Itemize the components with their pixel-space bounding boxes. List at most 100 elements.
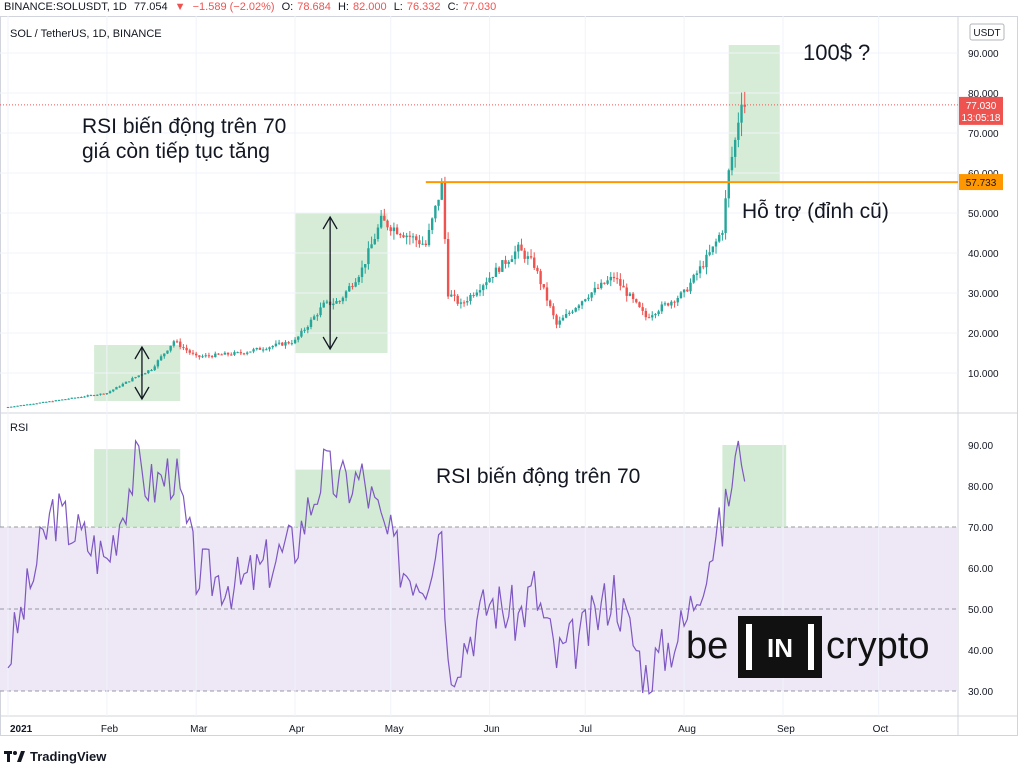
last-price: 77.054 [133,1,168,13]
candle-body [22,404,26,406]
candle-body [529,256,533,258]
rsi-note-line-2: giá còn tiếp tục tăng [82,140,270,163]
candle-body [13,406,16,408]
brand-in-core [752,624,808,670]
candle-body [261,349,265,351]
candle-body [54,400,58,402]
candle-body [290,343,294,345]
rsi-tick-label: 60.00 [968,564,993,575]
candle-body [577,305,581,308]
candle-body [647,317,651,319]
candle-body [96,394,99,396]
candle-body [357,277,361,283]
close-value: 77.030 [462,1,497,13]
candle-body [603,282,606,284]
candle-body [360,267,364,278]
brand-in: IN [767,633,793,663]
support-annotation: Hỗ trợ (đỉnh cũ) [742,200,889,223]
candle-body [332,303,335,306]
candle-body [147,370,150,374]
candle-body [737,122,740,140]
candle-body [29,404,32,406]
last-price-tag [959,96,1003,125]
candle-body [558,320,561,325]
candle-body [504,260,507,264]
candle-body [325,301,329,303]
candle-body [131,378,134,382]
rsi-tick-label: 90.00 [968,441,993,452]
candle-body [517,244,520,252]
candle-body [172,341,176,346]
candle-body [596,287,600,289]
candle-body [207,355,211,357]
candle-body [316,315,319,317]
chart-canvas[interactable]: SOL / TetherUS, 1D, BINANCE USDT RSI 10.… [0,16,1024,738]
candle-body [638,302,641,308]
candle-body [255,347,258,350]
candle-body [303,329,306,331]
candle-body [673,301,676,303]
candle-body [660,304,664,312]
candle-body [507,261,510,264]
chart-border [0,16,1018,736]
candle-body [743,104,746,107]
candle-body [711,246,715,253]
low-value: 76.332 [406,1,441,13]
candle-body [322,302,325,308]
candle-body [300,330,303,337]
candle-body [411,236,415,238]
candle-body [488,277,491,283]
last-price-label: 77.030 [966,101,997,112]
candle-body [83,396,86,398]
candle-body [226,352,230,355]
currency-label[interactable]: USDT [973,28,1000,39]
rsi-above-annotation: RSI biến động trên 70 [436,465,640,488]
candle-body [692,274,695,283]
candle-body [542,284,546,288]
brand-crypto: crypto [826,625,929,667]
candle-body [297,336,300,340]
candle-body [520,244,523,251]
candle-body [510,259,514,262]
candle-body [335,301,338,304]
open-label: O: [281,1,294,13]
price-tick-label: 10.000 [968,369,999,380]
footer[interactable]: TradingView [4,746,106,766]
candle-body [121,383,125,387]
price-highlight-box [728,45,780,181]
rsi-tick-label: 50.00 [968,605,993,616]
candle-body [367,248,370,265]
grid-layer [0,16,958,716]
symbol-name[interactable]: BINANCE:SOLUSDT, 1D [4,1,127,13]
candle-body [188,350,191,353]
price-tick-label: 80.000 [968,89,999,100]
candle-body [450,294,453,297]
candle-body [571,311,574,313]
price-tick-label: 50.000 [968,209,999,220]
chart-frame[interactable]: SOL / TetherUS, 1D, BINANCE USDT RSI 10.… [0,16,1024,738]
candle-body [281,342,284,346]
candle-body [108,391,112,394]
currency-box[interactable] [969,23,1005,41]
candle-body [245,352,249,354]
candle-body [424,243,427,246]
candle-body [698,266,702,274]
candle-body [214,353,217,358]
candle-body [494,267,498,277]
candle-body [740,104,743,123]
candle-body [194,353,198,356]
candle-body [239,352,243,354]
candle-body [555,315,558,325]
candle-body [383,215,386,221]
rsi-tick-label: 40.00 [968,646,993,657]
time-tick-label: Jul [579,724,592,735]
candle-body [153,366,156,371]
candle-body [242,353,246,355]
candle-body [210,356,214,358]
candle-body [265,349,268,351]
candle-body [287,342,290,344]
candle-body [421,243,424,245]
candle-body [670,301,673,306]
candle-body [730,156,734,171]
